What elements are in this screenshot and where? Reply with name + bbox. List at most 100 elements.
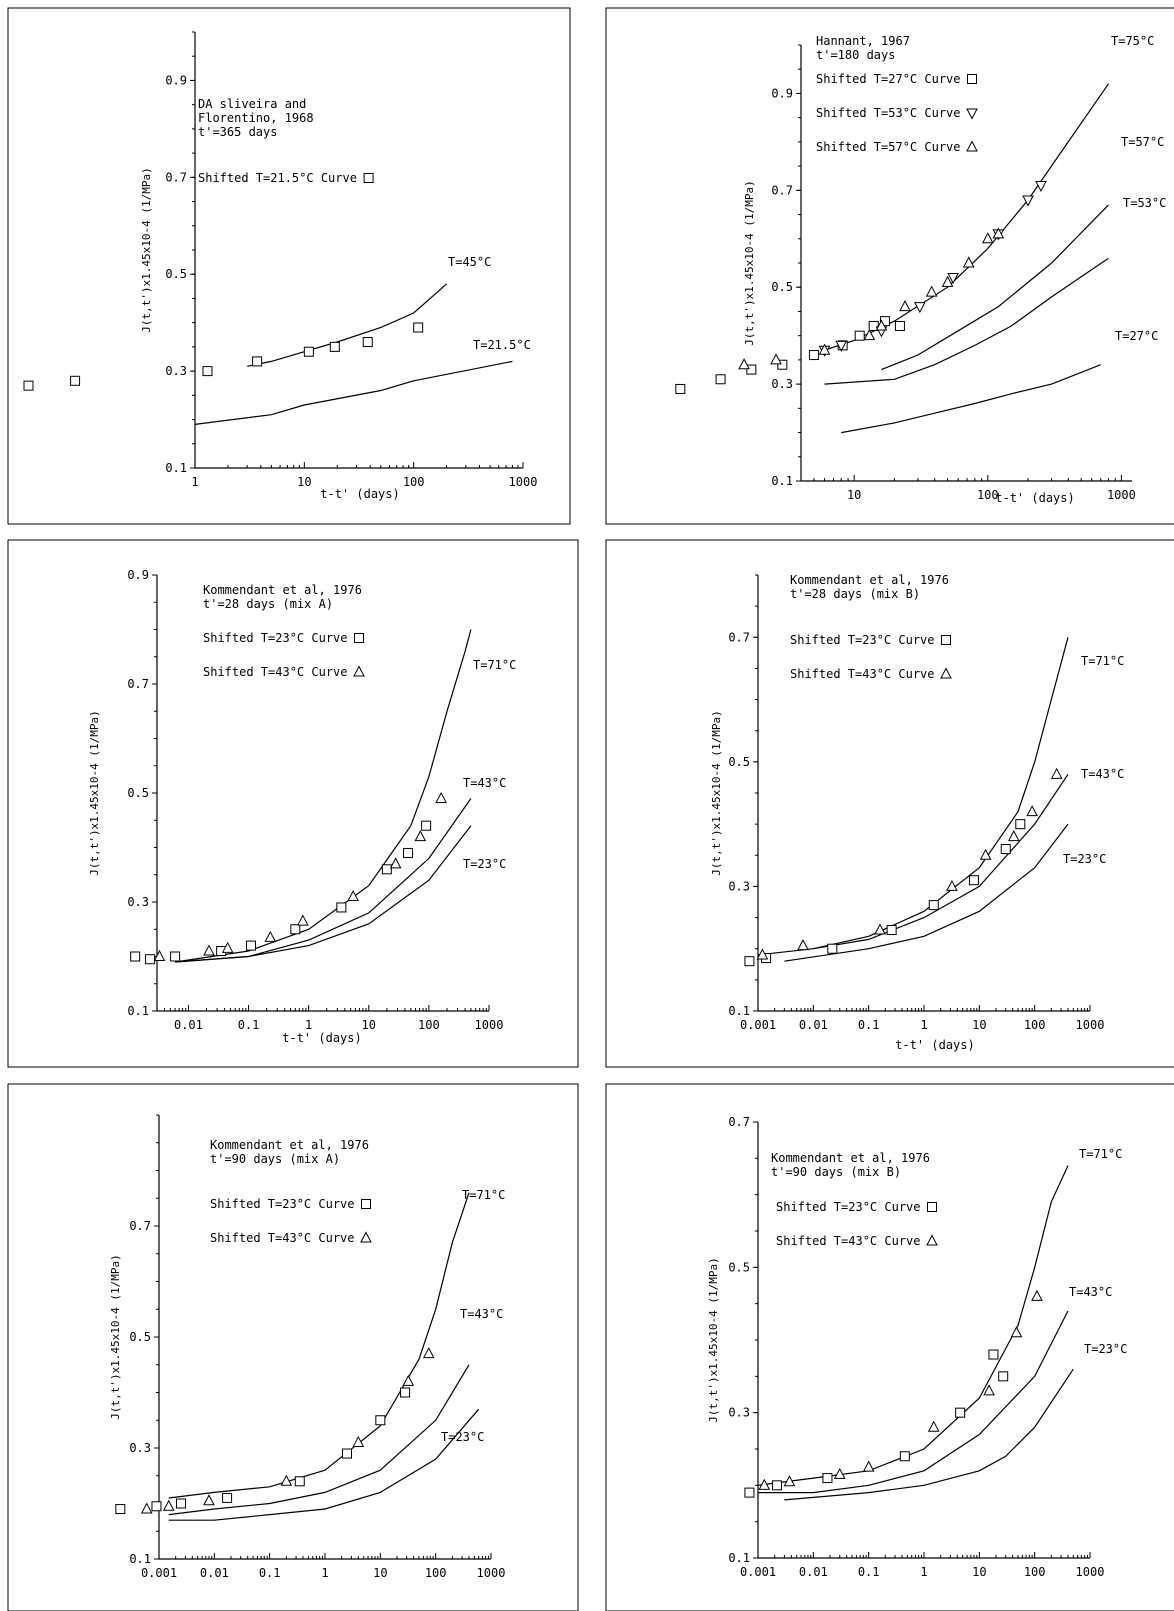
x-tick-label: 1 [191,475,198,489]
x-tick-label: 1000 [509,475,538,489]
y-tick-label: 0.5 [165,267,187,281]
data-point-square [381,864,392,875]
data-point-triangle [875,319,888,331]
data-point-square [421,820,432,831]
y-tick-label: 0.7 [165,170,187,184]
data-point-square [170,951,181,962]
y-tick-label: 0.5 [728,755,750,769]
legend-marker-square [941,635,951,645]
curve-label: T=75°C [1111,34,1154,48]
data-point-triangle [1026,805,1038,817]
annotation-text: t'=28 days (mix B) [790,587,920,601]
data-point-square [252,356,263,367]
data-point-triangle [1031,1289,1043,1301]
x-axis-label: t-t' (days) [995,491,1074,505]
y-tick-label: 0.5 [127,786,149,800]
curve-label: T=53°C [1123,196,1166,210]
curve-label: T=43°C [463,776,506,790]
data-point-square [403,847,414,858]
x-tick-label: 100 [418,1018,440,1032]
curve-label: T=21.5°C [473,338,531,352]
data-point-square [879,316,890,327]
curve-label: T=43°C [460,1307,503,1321]
legend-marker-square [361,1199,371,1209]
x-axis-label: t-t' (days) [895,1038,974,1052]
data-point-square [246,940,257,951]
series-line [175,629,472,963]
data-point-triangle [297,914,309,926]
annotation-text: Kommendant et al, 1976 [771,1151,930,1165]
chart-panel-3: 0.1 0.3 0.5 0.7 0.9 0.01 0.1 1 10 100 1000 t-t' (da… [7,539,579,1068]
legend-label: Shifted T=43°C Curve [790,667,935,681]
chart-panel-2: 0.1 0.3 0.5 0.7 0.9 10 100 1000 t-t' (days) J(t,t… [605,7,1174,525]
chart-panel-6: 0.1 0.3 0.5 0.7 0.001 0.01 0.1 1 10 100 1000 J(t,t'… [605,1083,1174,1611]
data-point-square [115,1504,126,1515]
data-point-triangle [862,1460,875,1472]
y-tick-label: 0.9 [127,568,149,582]
curve-label: T=57°C [1121,135,1164,149]
data-point-square [362,337,373,348]
data-point-square [777,359,788,370]
data-point-square [176,1498,187,1509]
x-tick-label: 0.1 [858,1018,880,1032]
series-line [168,1364,470,1516]
legend-marker-triangle [966,140,978,152]
curve-label: T=27°C [1115,329,1158,343]
panel-frame [605,539,1174,1068]
y-axis-label: J(t,t')x1.45x10-4 (1/MPa) [140,167,153,333]
data-point-triangle-down [1022,195,1034,207]
legend-label: Shifted T=23°C Curve [790,633,935,647]
annotation-text: Florentino, 1968 [198,111,314,125]
y-axis-label: J(t,t')x1.45x10-4 (1/MPa) [707,1257,720,1423]
data-point-triangle [927,1420,940,1432]
x-tick-label: 100 [977,488,999,502]
data-point-square [400,1387,411,1398]
data-point-square [70,375,81,386]
y-tick-label: 0.1 [728,1004,750,1018]
y-tick-label: 0.1 [129,1552,151,1566]
data-point-triangle [203,944,215,956]
data-point-triangle [162,1499,175,1511]
data-point-square [746,364,757,375]
y-tick-label: 0.1 [165,461,187,475]
data-point-square [988,1349,999,1360]
data-point-triangle [946,879,958,891]
legend-label: Shifted T=57°C Curve [816,140,961,154]
x-axis-label: t-t' (days) [320,487,399,501]
panel-frame [7,7,571,525]
x-tick-label: 0.01 [174,1018,203,1032]
data-point-square [955,1407,966,1418]
data-point-square [290,924,301,935]
series-line [175,825,472,963]
panel-frame [7,1083,579,1611]
series-line [824,257,1109,385]
y-tick-label: 0.5 [771,280,793,294]
x-tick-label: 10 [373,1566,387,1580]
annotation-text: DA sliveira and [198,97,306,111]
data-point-triangle [925,285,938,297]
data-point-square [145,954,156,965]
x-tick-label: 0.001 [141,1566,177,1580]
chart-panel-4: 0.1 0.3 0.5 0.7 0.001 0.01 0.1 1 10 100 1000 t-t' (… [605,539,1174,1068]
chart-panel-1: 0.1 0.3 0.5 0.7 0.9 1 10 100 1000 t-t' (days) J(t,… [7,7,571,525]
panel-frame [605,1083,1174,1611]
data-point-triangle [1050,767,1063,779]
y-tick-label: 0.9 [165,73,187,87]
data-point-triangle [264,930,277,942]
chart-panel-5: 0.1 0.3 0.5 0.7 0.001 0.01 0.1 1 10 100 1000 J(t,t'… [7,1083,579,1611]
data-point-square [222,1492,233,1503]
data-point-square [342,1448,353,1459]
legend-marker-triangle [940,667,952,679]
annotation-text: Kommendant et al, 1976 [203,583,362,597]
data-point-square [744,956,755,967]
series-line [784,823,1069,962]
x-tick-label: 0.01 [799,1565,828,1579]
x-tick-label: 0.01 [799,1018,828,1032]
curve-label: T=23°C [463,857,506,871]
data-point-square [675,383,686,394]
panel-frame [7,539,579,1068]
legend-marker-square [927,1202,937,1212]
series-line [168,1192,470,1499]
data-point-triangle [979,848,992,860]
